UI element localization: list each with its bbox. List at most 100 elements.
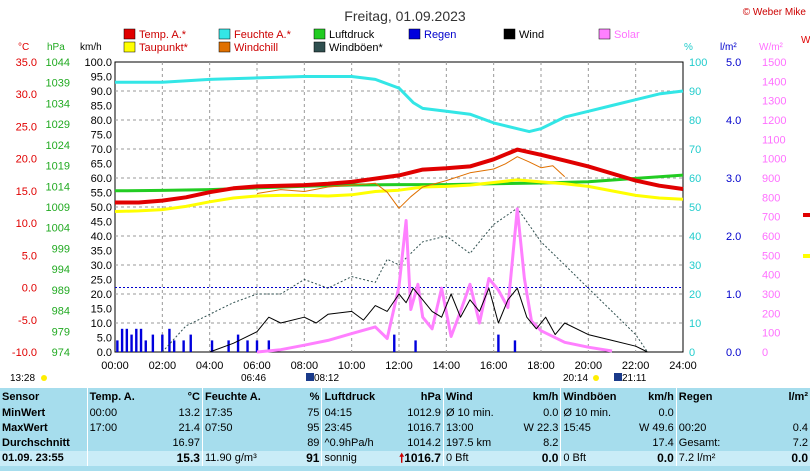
wind-axis-tick: 75.0 <box>91 130 112 142</box>
wind-axis-tick: 20.0 <box>91 289 112 301</box>
wind-axis-tick: 0.0 <box>97 347 112 359</box>
solar-axis-tick: 1400 <box>762 76 786 88</box>
wind-axis-tick: 15.0 <box>91 304 112 316</box>
sunrise-label: 06:46 <box>241 373 266 384</box>
rain-bar <box>246 340 249 352</box>
cell-pressure-time: 04:15 <box>321 406 393 421</box>
header-humidity-unit: % <box>309 391 320 403</box>
rain-axis-tick: 0.0 <box>726 347 741 359</box>
cell-rain-value: 7.2 <box>792 437 808 449</box>
moonrise-label: 21:11 <box>622 373 647 384</box>
sunset-label: 20:14 <box>563 373 588 384</box>
chart-title: Freitag, 01.09.2023 <box>344 8 466 24</box>
rain-bar <box>414 340 417 352</box>
temp-axis-tick: 10.0 <box>16 218 37 230</box>
wind-axis-tick: 100.0 <box>84 57 112 69</box>
rain-bar <box>161 334 164 352</box>
x-tick-label: 08:00 <box>291 360 319 372</box>
legend-label: Feuchte A.* <box>234 29 292 41</box>
row-label: Durchschnitt <box>2 437 70 449</box>
solar-axis-tick: 800 <box>762 192 780 204</box>
humidity-axis-tick: 10 <box>689 318 701 330</box>
humidity-axis-tick: 40 <box>689 231 701 243</box>
extra-unit-label: W <box>801 35 810 46</box>
plot-area <box>114 61 684 353</box>
humidity-axis-tick: 70 <box>689 144 701 156</box>
wind-axis-tick: 85.0 <box>91 101 112 113</box>
temp-axis-tick: 25.0 <box>16 121 37 133</box>
rain-bar <box>151 334 155 352</box>
side-indicator-mark <box>803 213 810 217</box>
pressure-axis-tick: 1029 <box>46 119 70 131</box>
solar-axis-tick: 1500 <box>762 57 786 69</box>
pressure-axis-tick: 989 <box>52 285 70 297</box>
header-gust: Windböen <box>560 388 632 406</box>
moonset-label: 08:12 <box>314 373 339 384</box>
header-rain: Regen <box>675 388 756 406</box>
solar-axis-tick: 700 <box>762 212 780 224</box>
row-label-timestamp: 01.09. 23:55 <box>0 451 88 466</box>
wind-axis-tick: 65.0 <box>91 159 112 171</box>
cell-rain-current: 0.0 <box>755 451 810 466</box>
moon-icon <box>306 373 314 381</box>
pressure-trend-up-icon: 🠕 <box>399 451 405 465</box>
series-windchill <box>256 156 566 209</box>
legend-label: Temp. A.* <box>139 29 187 41</box>
cell-pressure-current: 🠕1016.7 <box>392 451 444 466</box>
cell-temp-time: 17:00 <box>86 421 144 436</box>
rain-bar <box>393 334 396 352</box>
cell-temp-current: 15.3 <box>143 451 203 466</box>
temp-unit-label: °C <box>18 42 29 53</box>
solar-axis-tick: 1200 <box>762 115 786 127</box>
rain-bar <box>144 340 147 352</box>
axis-unit-labels: °C hPa km/h % l/m² W/m² W <box>18 35 810 53</box>
x-tick-label: 16:00 <box>480 360 508 372</box>
humidity-axis-tick: 50 <box>689 202 701 214</box>
x-tick-label: 18:00 <box>527 360 555 372</box>
wind-axis-tick: 50.0 <box>91 202 112 214</box>
cell-rain-time: 00:20 <box>675 421 756 436</box>
cell-humidity-value: 75 <box>307 407 320 419</box>
humidity-axis-tick: 60 <box>689 173 701 185</box>
solar-axis-tick: 600 <box>762 231 780 243</box>
cell-humidity-time: 17:35 <box>201 406 274 421</box>
rain-bar <box>255 340 259 352</box>
table-row: MaxWert 17:00 21.4 07:50 95 23:45 1016.7… <box>0 421 810 436</box>
sun-icon <box>41 375 47 381</box>
x-tick-label: 10:00 <box>338 360 366 372</box>
rain-axis-tick: 2.0 <box>726 231 741 243</box>
series-temp-a <box>115 147 684 205</box>
rain-unit-label: l/m² <box>720 42 737 53</box>
humidity-unit-label: % <box>684 42 693 53</box>
rain-bar <box>130 334 133 352</box>
series-wind <box>209 287 648 353</box>
solar-axis-tick: 0 <box>762 347 768 359</box>
legend-swatch <box>218 41 231 53</box>
pressure-axis-tick: 1004 <box>46 223 70 235</box>
rain-bar <box>210 340 214 352</box>
solar-axis-tick: 1300 <box>762 96 786 108</box>
rain-bar <box>120 328 124 352</box>
legend-label: Windböen* <box>329 42 384 54</box>
legend-label: Luftdruck <box>329 29 375 41</box>
pressure-axis-tick: 984 <box>52 306 70 318</box>
cell-gust-current: 0.0 <box>631 451 677 466</box>
wind-axis-tick: 55.0 <box>91 188 112 200</box>
series-solar <box>256 207 613 354</box>
legend: Temp. A.* Feuchte A.* Luftdruck Regen Wind So… <box>123 28 640 54</box>
solar-axis-tick: 1100 <box>762 134 786 146</box>
series-layer <box>114 75 810 354</box>
cell-temp-time <box>86 436 144 451</box>
pressure-axis-tick: 1034 <box>46 98 70 110</box>
humidity-axis-tick: 20 <box>689 289 701 301</box>
cell-wind-time: 13:00 <box>442 421 517 436</box>
pressure-axis-tick: 1019 <box>46 161 70 173</box>
cell-temp-value: 16.97 <box>172 437 200 449</box>
legend-swatch <box>313 28 326 40</box>
cell-wind-value: 0.0 <box>543 407 559 419</box>
pressure-axis-tick: 1044 <box>46 57 70 69</box>
cell-temp-time <box>86 451 144 466</box>
rain-bar <box>139 328 143 352</box>
cell-wind-value: W 22.3 <box>523 422 559 434</box>
cell-humidity-current: 91 <box>273 451 322 466</box>
